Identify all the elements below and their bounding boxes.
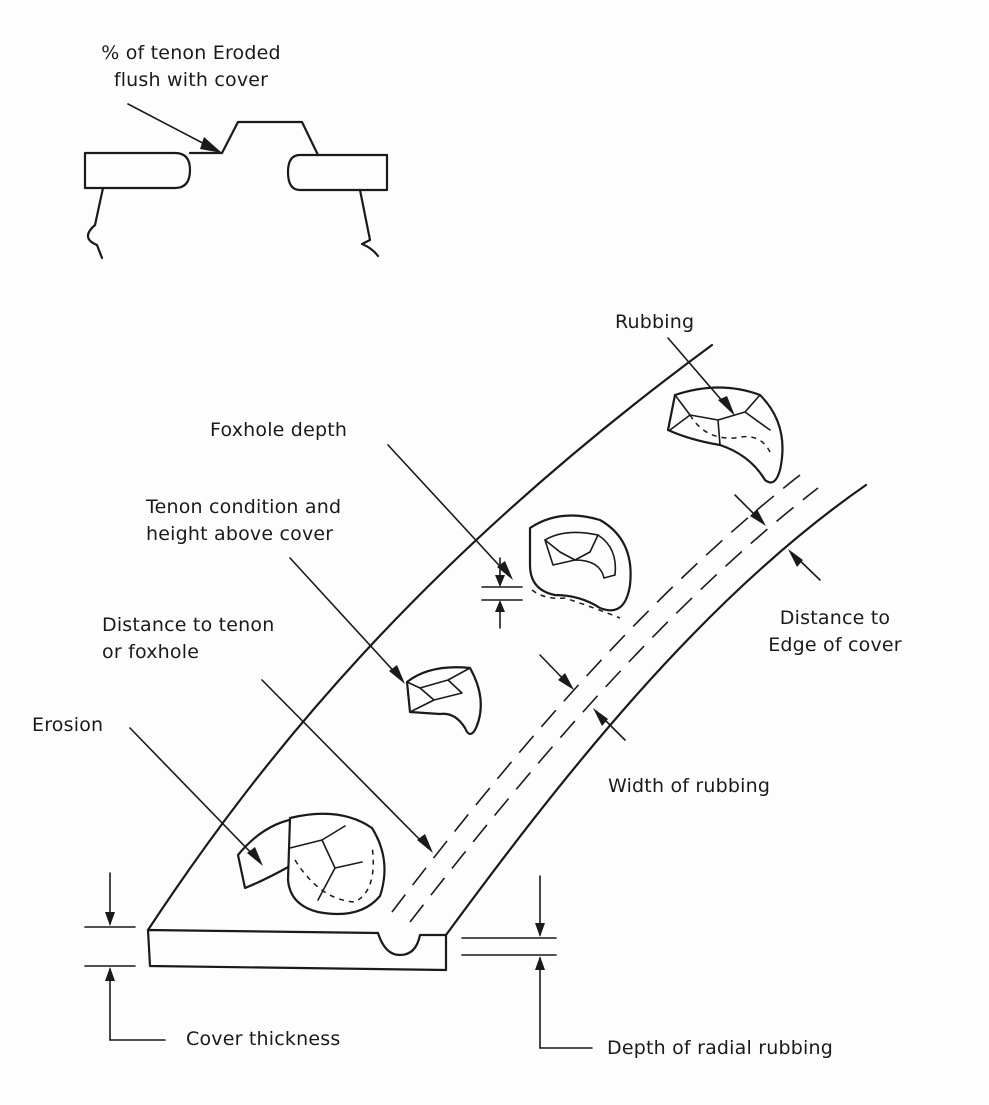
- width-rubbing-label: Width of rubbing: [608, 775, 771, 797]
- erosion-leader: [129, 727, 259, 861]
- right-cover-block: [286, 153, 389, 192]
- eroded-arrowhead: [200, 137, 222, 153]
- erosion-label: Erosion: [32, 714, 104, 736]
- width-rubbing-arrowhead-1: [558, 673, 574, 690]
- foxhole-dim-arrowhead-bottom: [495, 600, 505, 612]
- cover-inner-edge: [444, 483, 868, 937]
- rubbing-leader: [667, 337, 731, 411]
- foxhole-facets: [544, 534, 599, 561]
- width-rubbing-arrowhead-2: [593, 708, 608, 726]
- distance-edge-arrowhead-2: [788, 549, 803, 567]
- distance-tenon-line2: or foxhole: [102, 641, 200, 663]
- tenon-detail-sketch: [83, 103, 389, 260]
- eroded-label: % of tenon Eroded flush with cover: [80, 40, 302, 94]
- distance-tenon-arrowhead: [417, 834, 433, 853]
- rubbing-band-line-1: [391, 474, 801, 913]
- foxhole-outer: [528, 514, 632, 612]
- tenon-facets-lower: [289, 825, 363, 901]
- cover-thickness-label: Cover thickness: [186, 1028, 341, 1050]
- tenon-condition-line2: height above cover: [146, 523, 334, 545]
- distance-edge-arrowhead-1: [750, 509, 766, 526]
- rubbing-tenon-dotted: [689, 414, 771, 453]
- tenon-profile: [188, 120, 320, 157]
- left-cover-block: [83, 151, 192, 190]
- rubbing-tenon-facets: [669, 394, 771, 446]
- rubbing-tenon-outline: [666, 386, 784, 484]
- right-blade-stub: [358, 188, 380, 258]
- tenon-body-lower: [286, 812, 386, 916]
- cover-thickness-arrowhead-bottom: [105, 967, 115, 981]
- cover-thickness-arrowhead-top: [105, 912, 115, 926]
- eroded-label-line2: flush with cover: [113, 69, 269, 91]
- foxhole-inner: [544, 531, 617, 579]
- tenon-condition-line1: Tenon condition and: [146, 496, 342, 518]
- rubbing-label: Rubbing: [615, 311, 695, 333]
- distance-tenon-label: Distance to tenon or foxhole: [102, 612, 274, 666]
- distance-tenon-line1: Distance to tenon: [102, 614, 275, 636]
- cover-outer-edge: [146, 343, 714, 932]
- foxhole-depth-leader: [387, 444, 509, 576]
- tenon-condition-leader: [289, 557, 401, 679]
- foxhole-dim-arrowhead-top: [495, 575, 505, 587]
- radial-depth-arrowhead-bottom: [535, 956, 545, 970]
- middle-tenon-shape: [405, 666, 482, 736]
- foxhole-dotted: [531, 589, 621, 619]
- eroded-label-line1: % of tenon Eroded: [101, 42, 281, 64]
- rubbing-tenon-shape: [666, 386, 784, 484]
- distance-edge-line2: Edge of cover: [768, 634, 902, 656]
- left-blade-stub: [86, 186, 105, 260]
- eroded-leader-line: [127, 103, 217, 151]
- foxhole-depth-label: Foxhole depth: [210, 419, 348, 441]
- tenon-facets-middle: [406, 667, 471, 713]
- foxhole-tenon-shape: [528, 514, 632, 619]
- depth-radial-rubbing-label: Depth of radial rubbing: [607, 1037, 833, 1059]
- erosion-arrowhead: [247, 847, 263, 866]
- rubbing-arrowhead: [718, 396, 735, 416]
- tenon-condition-label: Tenon condition and height above cover: [146, 494, 341, 548]
- cover-end-section: [146, 928, 448, 972]
- tenon-condition-arrowhead: [389, 665, 405, 684]
- distance-edge-label: Distance to Edge of cover: [760, 605, 910, 659]
- radial-depth-arrowhead-top: [535, 923, 545, 937]
- shroud-cover-strip: [146, 343, 868, 972]
- distance-tenon-leader: [261, 679, 429, 849]
- tenon-outline-middle: [405, 666, 482, 736]
- distance-edge-line1: Distance to: [779, 607, 891, 629]
- foxhole-depth-arrowhead: [497, 561, 513, 580]
- rubbing-band-line-2: [409, 487, 819, 923]
- eroded-tenon-shape: [236, 812, 386, 916]
